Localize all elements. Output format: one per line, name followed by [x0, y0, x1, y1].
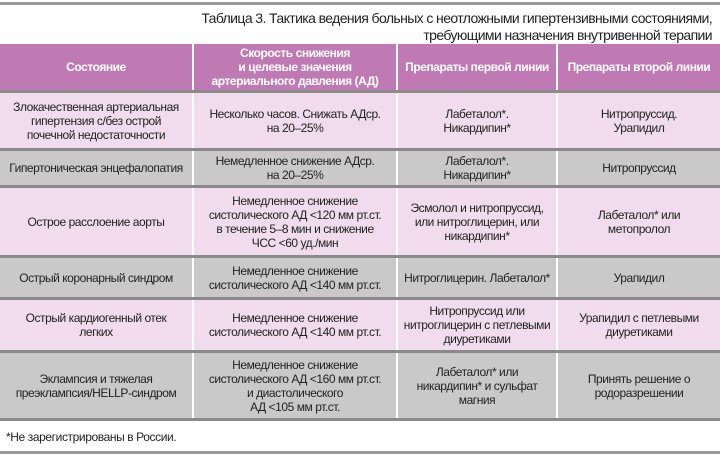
cell-first-line: Лабеталол* или никардипин* и сульфат маг…	[396, 350, 557, 420]
cell-first-line: Нитропруссид или нитроглицерин с петлевы…	[396, 297, 557, 352]
cell-second-line: Нитропруссид	[556, 148, 720, 187]
cell-first-line: Лабеталол*. Никардипин*	[396, 148, 557, 187]
cell-rate: Немедленное снижение систолического АД <…	[192, 297, 397, 352]
bottom-rule	[0, 451, 720, 454]
cell-condition: Гипертоническая энцефалопатия	[0, 148, 193, 187]
header-first-line: Препараты первой линии	[396, 44, 557, 92]
table-row: Злокачественная артериальная гипертензия…	[0, 90, 720, 150]
top-rule	[0, 2, 720, 5]
table-row: Острый кардиогенный отек легких Немедлен…	[0, 297, 720, 352]
table-row: Гипертоническая энцефалопатия Немедленно…	[0, 148, 720, 187]
cell-second-line: Урапидил с петлевыми диуретиками	[556, 297, 720, 352]
header-condition: Состояние	[0, 44, 193, 92]
cell-condition: Острый кардиогенный отек легких	[0, 297, 193, 352]
cell-first-line: Эсмолол и нитропруссид, или нитроглицери…	[396, 185, 557, 257]
cell-rate: Несколько часов. Снижать АДср. на 20–25%	[192, 90, 397, 150]
table-row: Острое расслоение аорты Немедленное сниж…	[0, 185, 720, 257]
cell-condition: Острое расслоение аорты	[0, 185, 193, 257]
cell-rate: Немедленное снижение систолического АД <…	[192, 185, 397, 257]
cell-first-line: Лабеталол*. Никардипин*	[396, 90, 557, 150]
footnote: *Не зарегистрированы в России.	[6, 430, 177, 444]
cell-condition: Эклампсия и тяжелая преэклампсия/HELLP-с…	[0, 350, 193, 420]
cell-rate: Немедленное снижение систолического АД <…	[192, 350, 397, 420]
treatment-table: Состояние Скорость снижения и целевые зн…	[0, 44, 720, 422]
header-rate: Скорость снижения и целевые значения арт…	[192, 44, 397, 92]
table-row: Эклампсия и тяжелая преэклампсия/HELLP-с…	[0, 350, 720, 420]
table-title: Таблица 3. Тактика ведения больных с нео…	[201, 10, 712, 43]
cell-condition: Острый коронарный синдром	[0, 255, 193, 299]
cell-second-line: Урапидил	[556, 255, 720, 299]
cell-second-line: Нитропруссид. Урапидил	[556, 90, 720, 150]
cell-condition: Злокачественная артериальная гипертензия…	[0, 90, 193, 150]
table-bottom-rule	[0, 418, 720, 422]
cell-first-line: Нитроглицерин. Лабеталол*	[396, 255, 557, 299]
cell-second-line: Лабеталол* или метопролол	[556, 185, 720, 257]
table-row: Острый коронарный синдром Немедленное сн…	[0, 255, 720, 299]
cell-rate: Немедленное снижение АДср. на 20–25%	[192, 148, 397, 187]
header-second-line: Препараты второй линии	[556, 44, 720, 92]
cell-rate: Немедленное снижение систолического АД <…	[192, 255, 397, 299]
header-row: Состояние Скорость снижения и целевые зн…	[0, 44, 720, 92]
cell-second-line: Принять решение о родоразрешении	[556, 350, 720, 420]
